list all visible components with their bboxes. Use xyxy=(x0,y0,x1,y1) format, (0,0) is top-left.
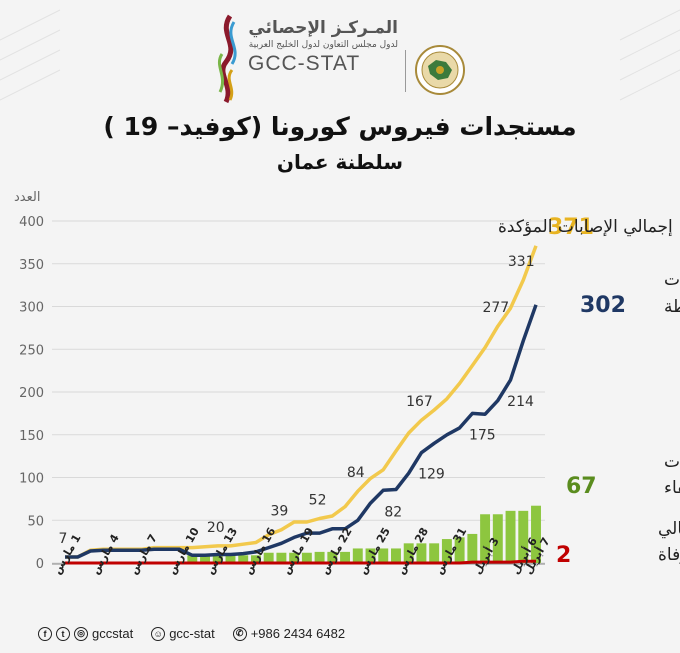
recovered-bar xyxy=(492,514,503,563)
data-labels: 7 20 39 52 84 167 277 331 82 129 175 214 xyxy=(59,254,535,547)
y-tick-label: 150 xyxy=(19,429,44,444)
recovered-bar xyxy=(314,551,325,563)
org-name-english: GCC-STAT xyxy=(248,52,361,75)
recovered-bar xyxy=(289,552,300,563)
logo-divider xyxy=(405,50,406,92)
data-label: 20 xyxy=(207,520,225,536)
footer: f t ◎ gccstat ☺ gcc-stat ✆ +986 2434 648… xyxy=(38,626,345,641)
x-tick-label: 4 مارس xyxy=(89,532,122,577)
footer-handle-2[interactable]: gcc-stat xyxy=(169,626,215,641)
gcc-stat-logo xyxy=(217,14,237,104)
x-tick-label: 19 مارس xyxy=(279,525,316,576)
confirmed-line xyxy=(65,245,538,559)
snapchat-icon[interactable]: ☺ xyxy=(151,626,166,641)
org-name-block: المـركـز الإحصائي لدول مجلس التعاون لدول… xyxy=(248,18,398,76)
y-tick-label: 300 xyxy=(19,301,44,316)
recovered-bar xyxy=(238,555,249,563)
twitter-icon[interactable]: t xyxy=(56,626,70,641)
recovered-bars xyxy=(174,505,541,563)
series-lines xyxy=(65,245,538,565)
y-tick-label: 350 xyxy=(19,258,44,273)
active-legend-label-2: النشطة xyxy=(664,297,680,317)
recovered-bar xyxy=(187,555,198,563)
deaths-legend-label: إجمــالي xyxy=(658,519,680,539)
y-tick-label: 400 xyxy=(19,215,44,230)
data-label: 277 xyxy=(482,300,509,316)
recovered-bar xyxy=(505,510,516,563)
active-line xyxy=(65,304,538,559)
data-label: 175 xyxy=(469,427,496,443)
recovered-bar xyxy=(531,505,541,563)
data-label: 84 xyxy=(347,465,365,481)
deaths-legend-label-2: حالات الوفاة xyxy=(658,545,680,565)
active-legend-label: إجمالي الإصابات xyxy=(664,270,680,290)
gcc-emblem-icon xyxy=(415,45,465,95)
y-tick-label: 250 xyxy=(19,343,44,358)
recovered-bar xyxy=(441,539,452,563)
recovered-bar xyxy=(200,555,210,563)
data-label: 7 xyxy=(59,531,68,547)
data-label: 129 xyxy=(418,467,445,483)
recovered-bar xyxy=(403,543,414,563)
data-label: 82 xyxy=(384,504,402,520)
confirmed-legend-label: إجمالي الإصابات المؤكدة xyxy=(498,217,673,237)
y-tick-label: 100 xyxy=(19,472,44,487)
recovered-legend-label: إجمــالي حــالات xyxy=(664,452,680,472)
header: المـركـز الإحصائي لدول مجلس التعاون لدول… xyxy=(0,0,680,110)
data-label: 331 xyxy=(508,254,535,270)
recovered-bar xyxy=(429,543,440,563)
recovered-bar xyxy=(454,537,465,563)
y-axis-label: العدد xyxy=(14,190,41,205)
recovered-bar xyxy=(416,543,427,563)
recovered-bar xyxy=(301,552,312,563)
recovered-bar xyxy=(467,533,478,563)
x-tick-label: 7 مارس xyxy=(127,532,160,577)
page-subtitle: سلطنة عمان xyxy=(276,150,404,174)
y-tick-label: 0 xyxy=(36,557,44,572)
whatsapp-icon[interactable]: ✆ xyxy=(232,626,247,641)
data-label: 167 xyxy=(406,394,433,410)
recovered-total-value: 67 xyxy=(566,474,597,499)
x-tick-label: 16 مارس xyxy=(241,525,278,576)
data-label: 52 xyxy=(309,493,327,509)
deaths-line xyxy=(65,559,536,565)
org-subtitle-arabic: لدول مجلس التعاون لدول الخليج العربية xyxy=(248,40,398,50)
footer-handle-1[interactable]: gccstat xyxy=(92,626,134,641)
page-title: مستجدات فيروس كورونا (كوفيد– 19 ) xyxy=(103,112,577,141)
y-tick-label: 50 xyxy=(27,514,44,529)
recovered-bar xyxy=(480,514,491,563)
recovered-bar xyxy=(212,555,223,563)
confirmed-total-value: 371 xyxy=(548,215,594,240)
recovered-bar xyxy=(340,551,351,563)
recovered-bar xyxy=(352,548,363,563)
recovered-bar xyxy=(225,555,236,563)
recovered-bar xyxy=(263,552,274,563)
active-total-value: 302 xyxy=(580,293,626,318)
recovered-bar xyxy=(391,548,401,563)
y-tick-label: 200 xyxy=(19,386,44,401)
y-tick-labels: 0 50 100 150 200 250 300 350 400 xyxy=(19,215,44,572)
instagram-icon[interactable]: ◎ xyxy=(74,626,88,641)
footer-phone[interactable]: +986 2434 6482 xyxy=(250,626,346,641)
org-name-arabic: المـركـز الإحصائي xyxy=(248,18,398,38)
chart-grid xyxy=(52,220,545,565)
recovered-bar xyxy=(378,548,389,563)
data-label: 39 xyxy=(270,504,288,520)
deaths-total-value: 2 xyxy=(556,543,571,568)
recovered-bar xyxy=(276,552,287,563)
data-label: 214 xyxy=(507,394,534,410)
recovered-bar xyxy=(327,551,338,563)
recovered-legend-label-2: الشفاء xyxy=(664,478,680,498)
recovered-bar xyxy=(518,510,529,563)
recovered-bar xyxy=(250,555,261,563)
recovered-bar xyxy=(365,548,376,563)
facebook-icon[interactable]: f xyxy=(38,626,52,641)
